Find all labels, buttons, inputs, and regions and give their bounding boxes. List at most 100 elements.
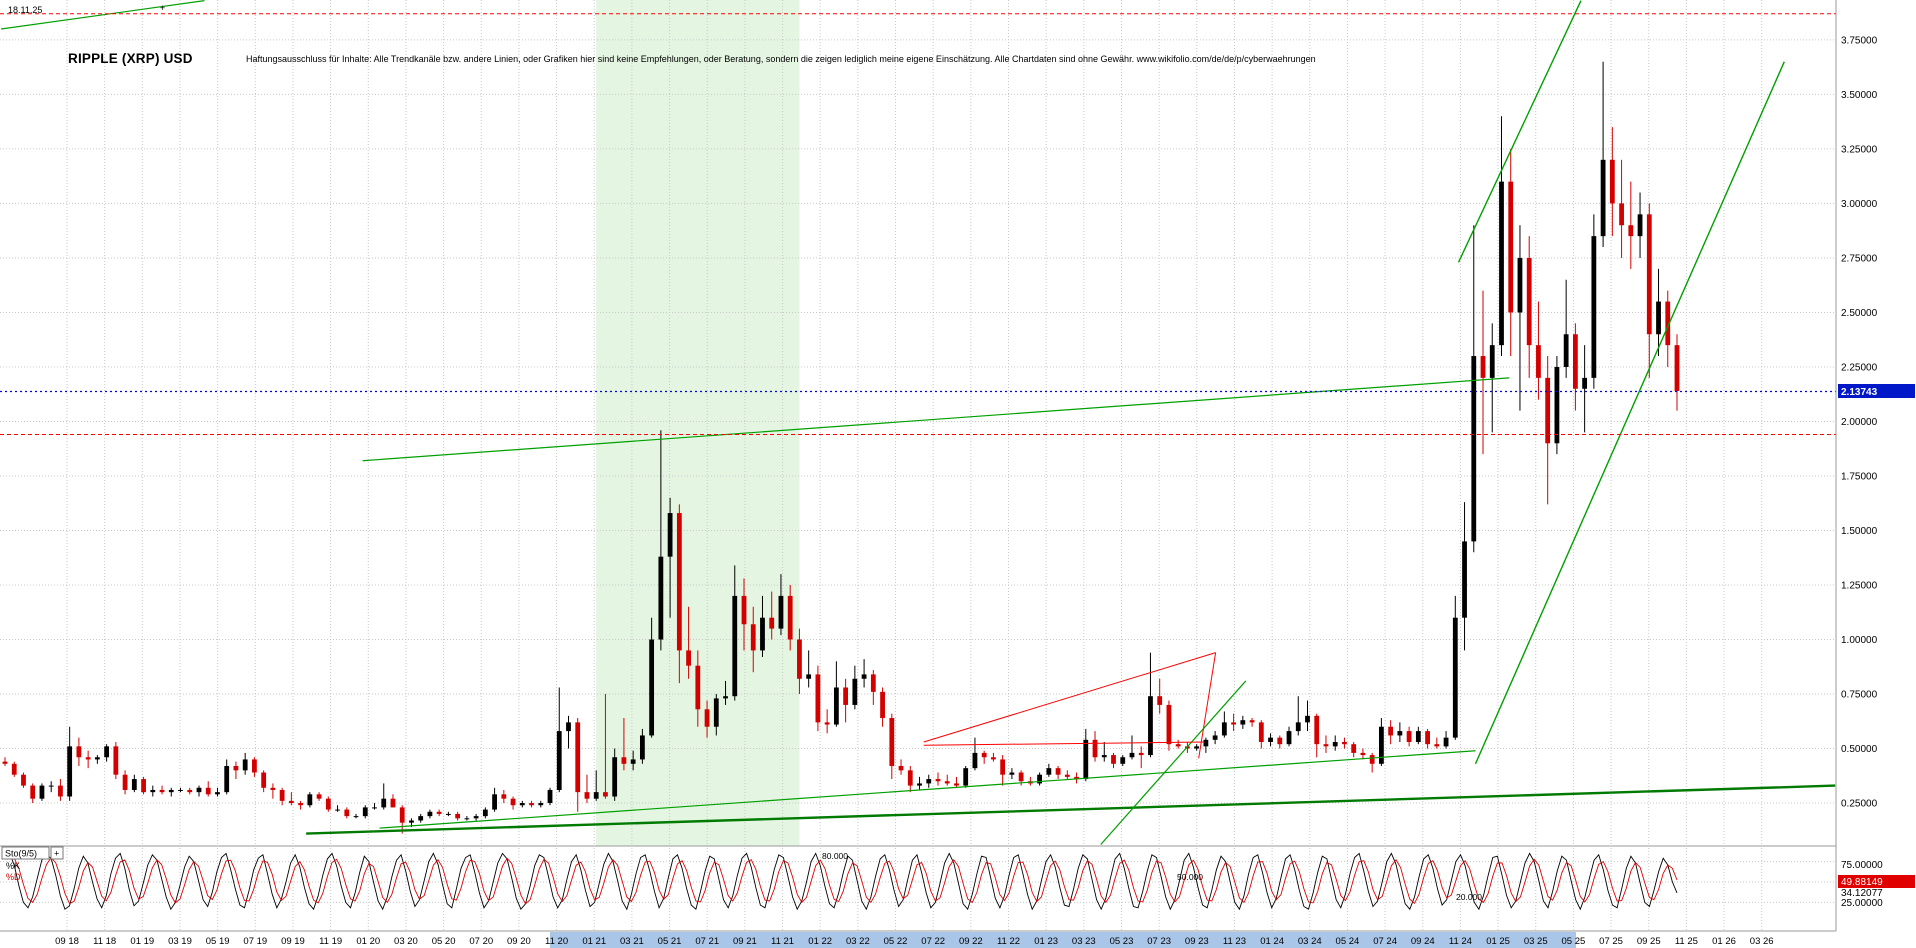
candle-body <box>1591 236 1597 378</box>
candle-body <box>1378 726 1384 764</box>
candle-body <box>750 624 756 651</box>
red-trend-line[interactable] <box>1198 652 1217 759</box>
x-axis-label: 09 20 <box>507 936 531 947</box>
candle-body <box>279 789 285 801</box>
candle-body <box>335 809 340 811</box>
current-price-tag <box>1838 384 1915 398</box>
add-indicator-button-label: + <box>54 849 59 859</box>
candle-body <box>1240 720 1246 725</box>
candle-body <box>1351 744 1357 753</box>
candle-body <box>1471 356 1477 542</box>
candle-body <box>196 787 202 793</box>
candle-body <box>446 813 451 815</box>
candle-body <box>1083 739 1089 780</box>
price-tick-label: 2.75000 <box>1841 253 1878 264</box>
candle-body <box>870 674 876 692</box>
x-axis-label: 09 24 <box>1411 936 1435 947</box>
stochastic-panel-area[interactable] <box>0 848 1836 931</box>
green-trend-line[interactable] <box>1474 61 1785 765</box>
candle-body <box>649 639 655 736</box>
candle-body <box>1286 731 1292 745</box>
x-axis-label: 11 23 <box>1223 936 1246 947</box>
candle-body <box>436 811 442 814</box>
green-trend-line[interactable] <box>1 0 205 30</box>
candle-body <box>242 759 248 771</box>
candle-body <box>1074 776 1079 780</box>
candle-body <box>1231 722 1236 725</box>
green-trend-line[interactable] <box>306 784 1836 835</box>
timeline-scrollbar[interactable] <box>550 932 1576 948</box>
x-axis-label: 11 19 <box>319 936 342 947</box>
candle-body <box>1545 377 1551 444</box>
candle-body <box>215 792 220 795</box>
candle-body <box>1619 203 1624 226</box>
candle-body <box>917 783 922 786</box>
candle-body <box>1277 737 1283 745</box>
candle-body <box>538 803 544 806</box>
candle-body <box>547 789 553 804</box>
stochastic-legend-box[interactable] <box>1 846 50 860</box>
candle-body <box>815 674 821 723</box>
add-indicator-button[interactable] <box>50 846 64 860</box>
x-axis-label: 07 22 <box>921 936 945 947</box>
candle-body <box>880 691 885 719</box>
x-axis-label: 09 23 <box>1185 936 1209 947</box>
candle-body <box>824 722 830 725</box>
candle-body <box>1018 772 1024 782</box>
candle-body <box>178 789 183 791</box>
x-axis-label: 07 24 <box>1373 936 1397 947</box>
red-trend-line[interactable] <box>923 652 1216 743</box>
price-tick-label: 0.25000 <box>1841 799 1878 810</box>
candle-body <box>122 774 128 790</box>
candle-body <box>362 807 368 817</box>
candle-body <box>1656 301 1661 335</box>
candle-body <box>686 650 691 666</box>
candle-body <box>1406 731 1412 742</box>
stoch-level-20-label: 20.000 <box>1456 892 1482 902</box>
candle-body <box>1009 772 1015 775</box>
candle-body <box>963 768 969 786</box>
candle-body <box>1342 741 1347 745</box>
candle-body <box>797 639 802 679</box>
candle-body <box>418 816 424 821</box>
candle-body <box>658 556 664 640</box>
red-trend-line[interactable] <box>923 741 1205 746</box>
candle-body <box>723 696 728 699</box>
x-axis-label: 07 20 <box>469 936 493 947</box>
candle-body <box>482 809 488 817</box>
candle-body <box>473 816 479 819</box>
candle-body <box>1388 726 1394 736</box>
candle-body <box>1055 768 1061 775</box>
candle-body <box>898 765 904 771</box>
candle-body <box>519 803 525 806</box>
candle-body <box>159 789 165 793</box>
price-tick-label: 2.50000 <box>1841 308 1878 319</box>
candle-body <box>612 757 618 797</box>
candle-body <box>713 698 719 727</box>
main-chart-plot-area[interactable] <box>0 0 1836 846</box>
candle-body <box>1120 757 1126 764</box>
x-axis-label: 11 21 <box>771 936 794 947</box>
candle-body <box>270 787 276 790</box>
candle-body <box>67 746 73 797</box>
price-tick-label: 3.25000 <box>1841 144 1878 155</box>
green-trend-line[interactable] <box>1457 0 1582 263</box>
green-trend-line[interactable] <box>362 377 1510 462</box>
candle-body <box>741 595 747 625</box>
candle-body <box>1064 774 1070 777</box>
green-trend-line[interactable] <box>1100 680 1247 845</box>
green-trend-line[interactable] <box>379 750 1476 829</box>
x-axis-label: 07 23 <box>1147 936 1171 947</box>
stochastic-legend-label: Sto(9/5) <box>5 849 37 859</box>
trendline-handle-icon[interactable]: + <box>160 3 165 13</box>
candle-body <box>1166 704 1172 745</box>
candle-body <box>316 794 322 799</box>
candle-body <box>427 811 433 817</box>
price-tick-label: 0.75000 <box>1841 690 1878 701</box>
stoch-level-80-label: 80.000 <box>822 851 848 861</box>
candle-body <box>48 785 54 787</box>
candle-body <box>972 752 978 769</box>
candle-body <box>344 809 350 817</box>
stochastic-k-legend: %K <box>6 861 20 871</box>
candle-body <box>372 807 377 809</box>
